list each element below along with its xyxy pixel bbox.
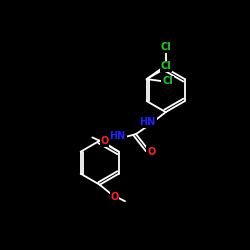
Text: Cl: Cl (161, 61, 172, 71)
Text: HN: HN (140, 118, 156, 128)
Text: O: O (147, 147, 156, 157)
Text: O: O (110, 192, 118, 202)
Text: Cl: Cl (162, 76, 173, 86)
Text: O: O (100, 136, 108, 146)
Text: HN: HN (110, 131, 126, 141)
Text: Cl: Cl (160, 42, 171, 52)
